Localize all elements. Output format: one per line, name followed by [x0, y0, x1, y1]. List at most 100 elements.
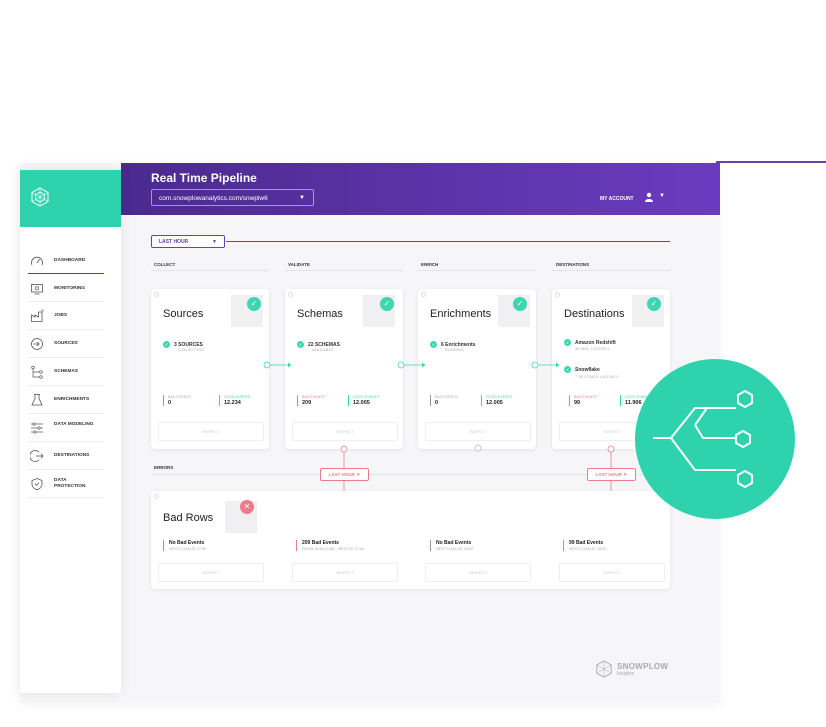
- schemas-card[interactable]: ✓ Schemas ✓ 22 SCHEMAS AVAILABLE BAD EVEN…: [285, 289, 403, 449]
- monitor-icon: [31, 284, 43, 295]
- shield-icon: [31, 478, 43, 491]
- check-icon: ✓: [380, 297, 394, 311]
- errors-divider: [151, 474, 670, 475]
- snowplow-logo-icon: [596, 660, 612, 678]
- card-status-dot: [555, 292, 560, 297]
- card-item: ✓ 3 SOURCES: [163, 341, 203, 348]
- check-icon: ✓: [430, 341, 437, 348]
- time-range-select[interactable]: LAST HOUR ▼: [151, 235, 225, 248]
- inspect-button[interactable]: INSPECT: [158, 422, 264, 441]
- bad-rows-card[interactable]: Bad Rows INSPECT INSPECT INSPECT INSPECT: [151, 491, 670, 589]
- flask-icon: [31, 394, 43, 406]
- user-icon[interactable]: [644, 192, 654, 202]
- card-status-dot: [421, 292, 426, 297]
- filter-divider: [226, 241, 670, 242]
- sidebar-divider: [28, 441, 104, 442]
- check-icon: ✓: [564, 339, 571, 346]
- card-item-sub: COLLECTING: [178, 348, 205, 352]
- errors-label: ERRORS: [154, 465, 174, 470]
- pipeline-branch-icon: [653, 390, 753, 488]
- active-item-underline: [28, 273, 104, 274]
- account-chevron-down-icon[interactable]: ▼: [659, 193, 665, 199]
- brand-name: SNOWPLOW: [617, 662, 669, 671]
- error-connector-icon: [607, 445, 615, 470]
- sidebar-divider: [28, 357, 104, 358]
- connector-arrow-icon: [531, 361, 560, 369]
- card-title: Destinations: [564, 308, 625, 320]
- card-item-sub: 7 SECONDS LATENCY: [575, 375, 619, 379]
- card-status-dot: [154, 292, 159, 297]
- inspect-button[interactable]: INSPECT: [292, 422, 398, 441]
- check-icon: ✓: [647, 297, 661, 311]
- chevron-down-icon: ▼: [623, 472, 628, 477]
- connector-arrow-icon: [263, 361, 292, 369]
- sidebar-item-label: DESTINATIONS: [54, 453, 90, 458]
- inspect-button[interactable]: INSPECT: [425, 563, 531, 582]
- inspect-button[interactable]: INSPECT: [158, 563, 264, 582]
- sidebar-item-label: JOBS: [54, 313, 68, 318]
- bad-rows-enrich: No Bad Events NEXT LOAD AT 18:00: [430, 540, 473, 551]
- error-x-icon: ✕: [240, 500, 254, 514]
- inspect-button[interactable]: INSPECT: [425, 422, 531, 441]
- bad-rows-destinations: 99 Bad Events NEXT LOAD AT 18:30: [563, 540, 606, 551]
- bad-events-metric: BAD EVENTS 209: [297, 395, 325, 406]
- sources-card[interactable]: ✓ Sources ✓ 3 SOURCES COLLECTING BAD EVEN…: [151, 289, 269, 449]
- card-item: ✓ 22 SCHEMAS: [297, 341, 340, 348]
- sliders-icon: [31, 422, 43, 434]
- card-item-sub: RUNNING: [445, 348, 465, 352]
- sidebar-divider: [28, 413, 104, 414]
- sidebar-divider: [28, 469, 104, 470]
- sidebar-item-label: SCHEMAS: [54, 369, 78, 374]
- good-events-metric: GOOD EVENTS 12.234: [219, 395, 250, 406]
- sidebar-item-destinations[interactable]: DESTINATIONS: [20, 446, 121, 466]
- check-icon: ✓: [513, 297, 527, 311]
- card-status-dot: [288, 292, 293, 297]
- stage-label-validate: VALIDATE: [288, 262, 310, 267]
- card-item: ✓ Snowflake: [564, 366, 600, 373]
- inspect-button[interactable]: INSPECT: [292, 563, 398, 582]
- connector-arrow-icon: [397, 361, 426, 369]
- enrichments-card[interactable]: ✓ Enrichments ✓ 6 Enrichments RUNNING BAD…: [418, 289, 536, 449]
- top-accent-line: [716, 161, 826, 163]
- stage-label-enrich: ENRICH: [421, 262, 439, 267]
- bad-events-metric: BAD EVENTS 0: [163, 395, 191, 406]
- sidebar-item-dashboard[interactable]: DASHBOARD: [20, 251, 121, 271]
- card-title: Enrichments: [430, 308, 492, 320]
- card-title: Bad Rows: [163, 512, 214, 524]
- card-item: ✓ 6 Enrichments: [430, 341, 476, 348]
- destinations-error-time-select[interactable]: LAST HOUR ▼: [587, 468, 636, 481]
- bad-events-metric: BAD EVENTS 99: [569, 395, 597, 406]
- sign-in-icon: [31, 338, 43, 350]
- check-icon: ✓: [247, 297, 261, 311]
- logo-panel[interactable]: [20, 170, 121, 227]
- sidebar-item-sources[interactable]: SOURCES: [20, 334, 121, 354]
- time-range-value: LAST HOUR: [159, 239, 189, 245]
- destinations-card[interactable]: ✓ Destinations ✓ Amazon Redshift 30 MIN. …: [552, 289, 670, 449]
- sidebar-item-label: DATA PROTECTION: [54, 478, 86, 489]
- sidebar-item-schemas[interactable]: SCHEMAS: [20, 362, 121, 382]
- sidebar-divider: [28, 385, 104, 386]
- sidebar-item-data-modeling[interactable]: DATA MODELING: [20, 418, 121, 438]
- site-select[interactable]: com.snowplowanalytics.com/snwplw6 ▼: [151, 189, 314, 206]
- sidebar-item-data-protection[interactable]: DATA PROTECTION: [20, 474, 121, 494]
- sidebar-item-label: SOURCES: [54, 341, 78, 346]
- schema-tree-icon: [31, 365, 43, 379]
- sidebar-item-monitoring[interactable]: MONITORING: [20, 279, 121, 299]
- stage-divider: [418, 270, 536, 271]
- sidebar-divider: [28, 329, 104, 330]
- check-icon: ✓: [564, 366, 571, 373]
- sidebar-item-jobs[interactable]: JOBS: [20, 306, 121, 326]
- sidebar-item-label: MONITORING: [54, 286, 86, 291]
- site-select-value: com.snowplowanalytics.com/snwplw6: [159, 195, 268, 202]
- sidebar-item-label: ENRICHMENTS: [54, 397, 90, 402]
- inspect-button[interactable]: INSPECT: [559, 563, 665, 582]
- bad-rows-validate: 209 Bad Events FROM 15:45 LOAD , NEXT AT …: [296, 540, 364, 551]
- sidebar-divider: [28, 497, 104, 498]
- card-title: Schemas: [297, 308, 343, 320]
- schemas-error-time-select[interactable]: LAST HOUR ▼: [320, 468, 369, 481]
- good-events-metric: GOOD EVENTS 12.005: [481, 395, 512, 406]
- sidebar-item-enrichments[interactable]: ENRICHMENTS: [20, 390, 121, 410]
- card-item-sub: AVAILABLE: [312, 348, 334, 352]
- my-account-label[interactable]: MY ACCOUNT: [600, 196, 634, 202]
- stage-divider: [285, 270, 403, 271]
